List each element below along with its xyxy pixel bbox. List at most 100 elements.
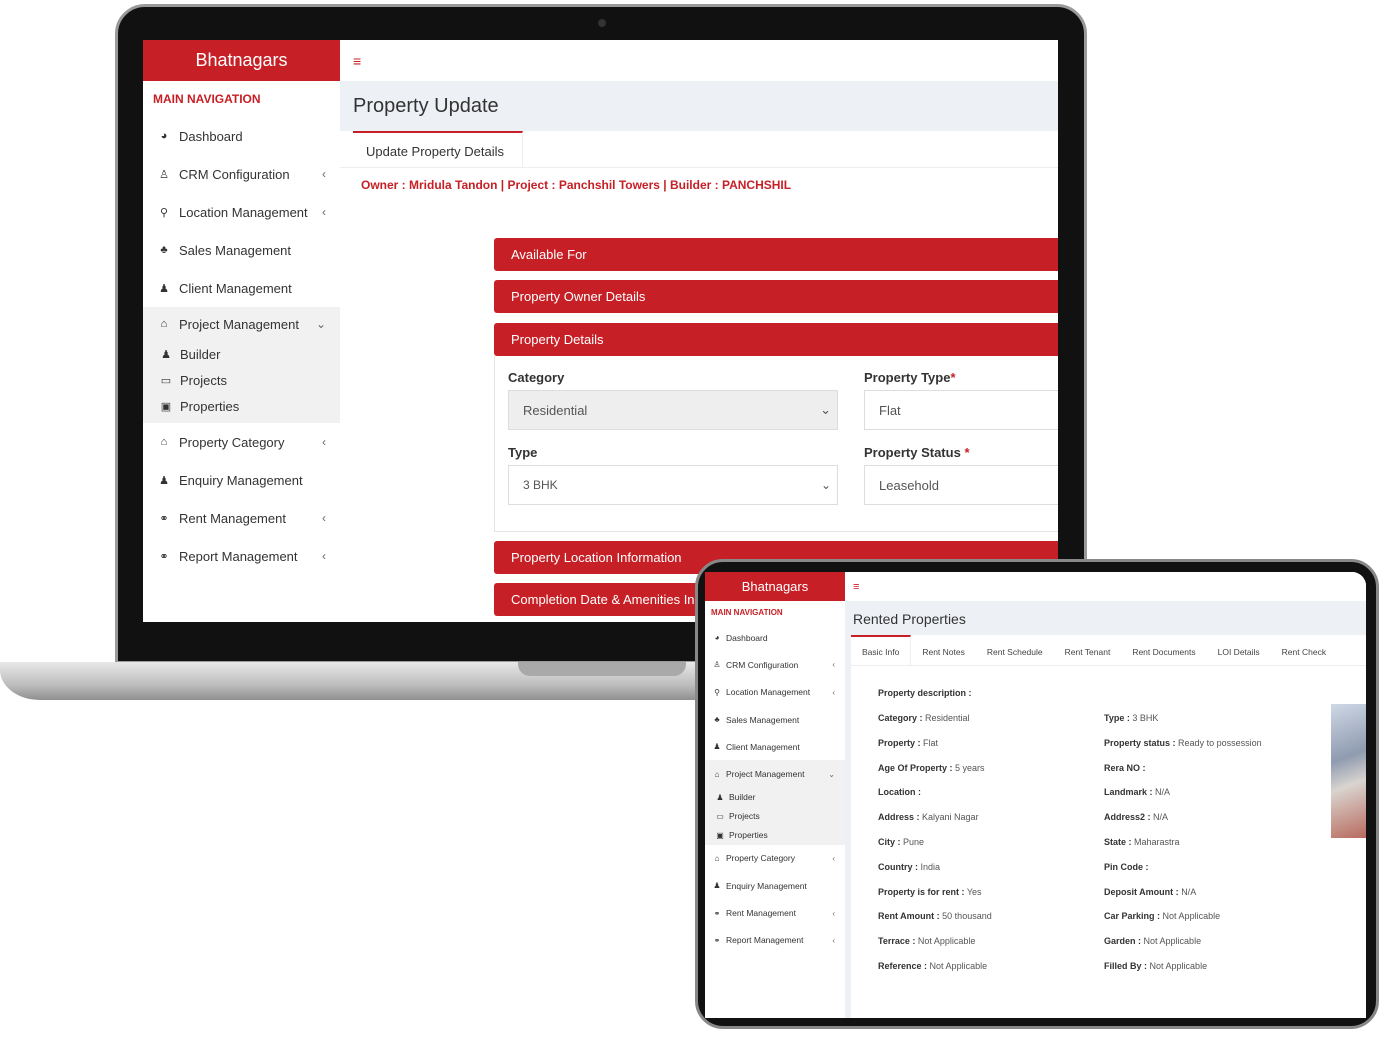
sidebar-item-rent-management[interactable]: ⚭ Rent Management ‹ [143, 499, 340, 537]
sidebar-item-client-management[interactable]: ♟ Client Management [705, 733, 845, 760]
sidebar-item-location-management[interactable]: ⚲ Location Management ‹ [143, 193, 340, 231]
field-value: Kalyani Nagar [922, 812, 979, 823]
field-label: Property : [878, 737, 921, 748]
sidebar-item-sales-management[interactable]: ♣ Sales Management [143, 231, 340, 269]
sidebar-item-dashboard[interactable]: ◕ Dashboard [143, 117, 340, 155]
handshake-icon: ⚭ [159, 512, 169, 525]
sidebar-item-property-category[interactable]: ⌂ Property Category ‹ [143, 423, 340, 461]
tab-basic-info[interactable]: Basic Info [851, 635, 912, 666]
property-status-input[interactable]: Leasehold [864, 465, 1058, 505]
chevron-icon: ‹ [832, 853, 835, 863]
sidebar-item-project-management[interactable]: ⌂ Project Management ⌄ [143, 307, 340, 341]
submenu-item-projects[interactable]: ▭ Projects [143, 367, 340, 393]
submenu-item-properties[interactable]: ▣ Properties [143, 393, 340, 419]
nav-label: Client Management [726, 741, 800, 752]
field-value: 5 years [955, 762, 985, 773]
tab-rent-notes[interactable]: Rent Notes [922, 647, 965, 657]
field-label: Country : [878, 861, 918, 872]
type-select[interactable]: 3 BHK ⌄ [508, 465, 838, 505]
submenu-item-builder[interactable]: ♟ Builder [705, 788, 845, 807]
chevron-icon: ‹ [832, 660, 835, 670]
tab-rent-schedule[interactable]: Rent Schedule [986, 647, 1043, 657]
nav-label: Projects [729, 811, 760, 822]
building-icon: ▣ [160, 400, 172, 413]
chevron-down-icon: ⌄ [820, 478, 831, 492]
menu-toggle-button[interactable]: ≡ [340, 40, 1058, 81]
detail-field: Country : India [878, 862, 940, 872]
tab-rent-documents[interactable]: Rent Documents [1132, 647, 1196, 657]
sidebar-item-crm-configuration[interactable]: ♙ CRM Configuration ‹ [705, 651, 845, 678]
person-icon: ♟ [716, 792, 724, 802]
sidebar-item-crm-configuration[interactable]: ♙ CRM Configuration ‹ [143, 155, 340, 193]
sidebar-item-report-management[interactable]: ⚭ Report Management ‹ [705, 927, 845, 954]
nav-label: Rent Management [179, 510, 286, 526]
property-type-input[interactable]: Flat [864, 390, 1058, 430]
field-value: Maharastra [1134, 837, 1180, 847]
field-value: N/A [1155, 787, 1171, 798]
submenu-item-builder[interactable]: ♟ Builder [143, 341, 340, 367]
field-label: City : [878, 837, 901, 847]
field-label: State : [1104, 837, 1132, 847]
chevron-icon: ‹ [322, 549, 326, 563]
section-header[interactable]: Property Owner Details [494, 280, 1058, 313]
field-value: Not Applicable [1143, 936, 1202, 947]
person-icon: ♟ [161, 348, 171, 361]
tab-loi-details[interactable]: LOI Details [1217, 647, 1260, 657]
nav-label: Dashboard [726, 632, 768, 643]
sidebar-item-enquiry-management[interactable]: ♟ Enquiry Management [705, 872, 845, 899]
field-label: Landmark : [1104, 787, 1153, 798]
sidebar-item-rent-management[interactable]: ⚭ Rent Management ‹ [705, 899, 845, 926]
sidebar-item-sales-management[interactable]: ♣ Sales Management [705, 706, 845, 733]
sitemap-icon: ♣ [714, 715, 720, 725]
nav-label: Properties [180, 398, 240, 414]
tab-rent-tenant[interactable]: Rent Tenant [1064, 647, 1111, 657]
detail-field: Deposit Amount : N/A [1104, 887, 1196, 897]
dashboard-icon: ◕ [714, 633, 720, 643]
sidebar-item-client-management[interactable]: ♟ Client Management [143, 269, 340, 307]
nav-label: Report Management [726, 935, 804, 946]
page-title: Property Update [340, 81, 1058, 131]
chevron-icon: ‹ [322, 167, 326, 181]
category-select[interactable]: Residential ⌄ [508, 390, 838, 430]
field-value: Not Applicable [929, 961, 988, 971]
map-marker-icon: ⚲ [714, 687, 720, 697]
handshake-icon: ⚭ [159, 550, 169, 563]
tab-bar: Basic Info Rent Notes Rent Schedule Rent Te… [851, 635, 1366, 666]
detail-field: Property : Flat [878, 738, 938, 748]
project-submenu: ♟ Builder ▭ Projects ▣ Properties [705, 787, 845, 845]
field-value: Flat [923, 737, 939, 748]
nav-label: Enquiry Management [179, 472, 303, 488]
sidebar-item-property-category[interactable]: ⌂ Property Category ‹ [705, 845, 845, 872]
type-value: 3 BHK [523, 478, 558, 492]
sidebar: Bhatnagars MAIN NAVIGATION ◕ Dashboard ♙ CR… [143, 40, 340, 622]
detail-field: Reference : Not Applicable [878, 961, 987, 971]
field-value: Not Applicable [1162, 911, 1221, 922]
section-header[interactable]: Available For [494, 238, 1058, 271]
page-title: Rented Properties [853, 611, 966, 627]
detail-field: State : Maharastra [1104, 837, 1180, 847]
submenu-item-projects[interactable]: ▭ Projects [705, 807, 845, 826]
tab-rent-check[interactable]: Rent Check [1281, 647, 1327, 657]
field-label: Type : [1104, 713, 1130, 723]
monitor-icon: ▭ [716, 811, 724, 821]
laptop-notch [518, 662, 686, 676]
field-value: N/A [1181, 886, 1197, 897]
home-icon: ⌂ [714, 853, 720, 863]
section-header[interactable]: Property Details [494, 323, 1058, 356]
tab-update-property-details[interactable]: Update Property Details [353, 131, 523, 167]
sidebar-item-location-management[interactable]: ⚲ Location Management ‹ [705, 679, 845, 706]
property-status-label: Property Status * [864, 445, 970, 460]
detail-field: Address : Kalyani Nagar [878, 812, 979, 822]
sidebar-item-enquiry-management[interactable]: ♟ Enquiry Management [143, 461, 340, 499]
nav-label: Rent Management [726, 908, 796, 919]
field-value: India [920, 861, 941, 872]
project-submenu: ♟ Builder ▭ Projects ▣ Properties [143, 341, 340, 423]
sidebar-item-dashboard[interactable]: ◕ Dashboard [705, 624, 845, 651]
sidebar-item-report-management[interactable]: ⚭ Report Management ‹ [143, 537, 340, 575]
submenu-item-properties[interactable]: ▣ Properties [705, 826, 845, 845]
laptop-screen: Bhatnagars MAIN NAVIGATION ◕ Dashboard ♙ CR… [143, 40, 1058, 622]
menu-toggle-button[interactable]: ≡ [845, 572, 1366, 601]
sidebar-item-project-management[interactable]: ⌂ Project Management ⌄ [705, 760, 845, 788]
user-tie-icon: ♙ [713, 660, 721, 670]
field-label: Location : [878, 787, 921, 798]
